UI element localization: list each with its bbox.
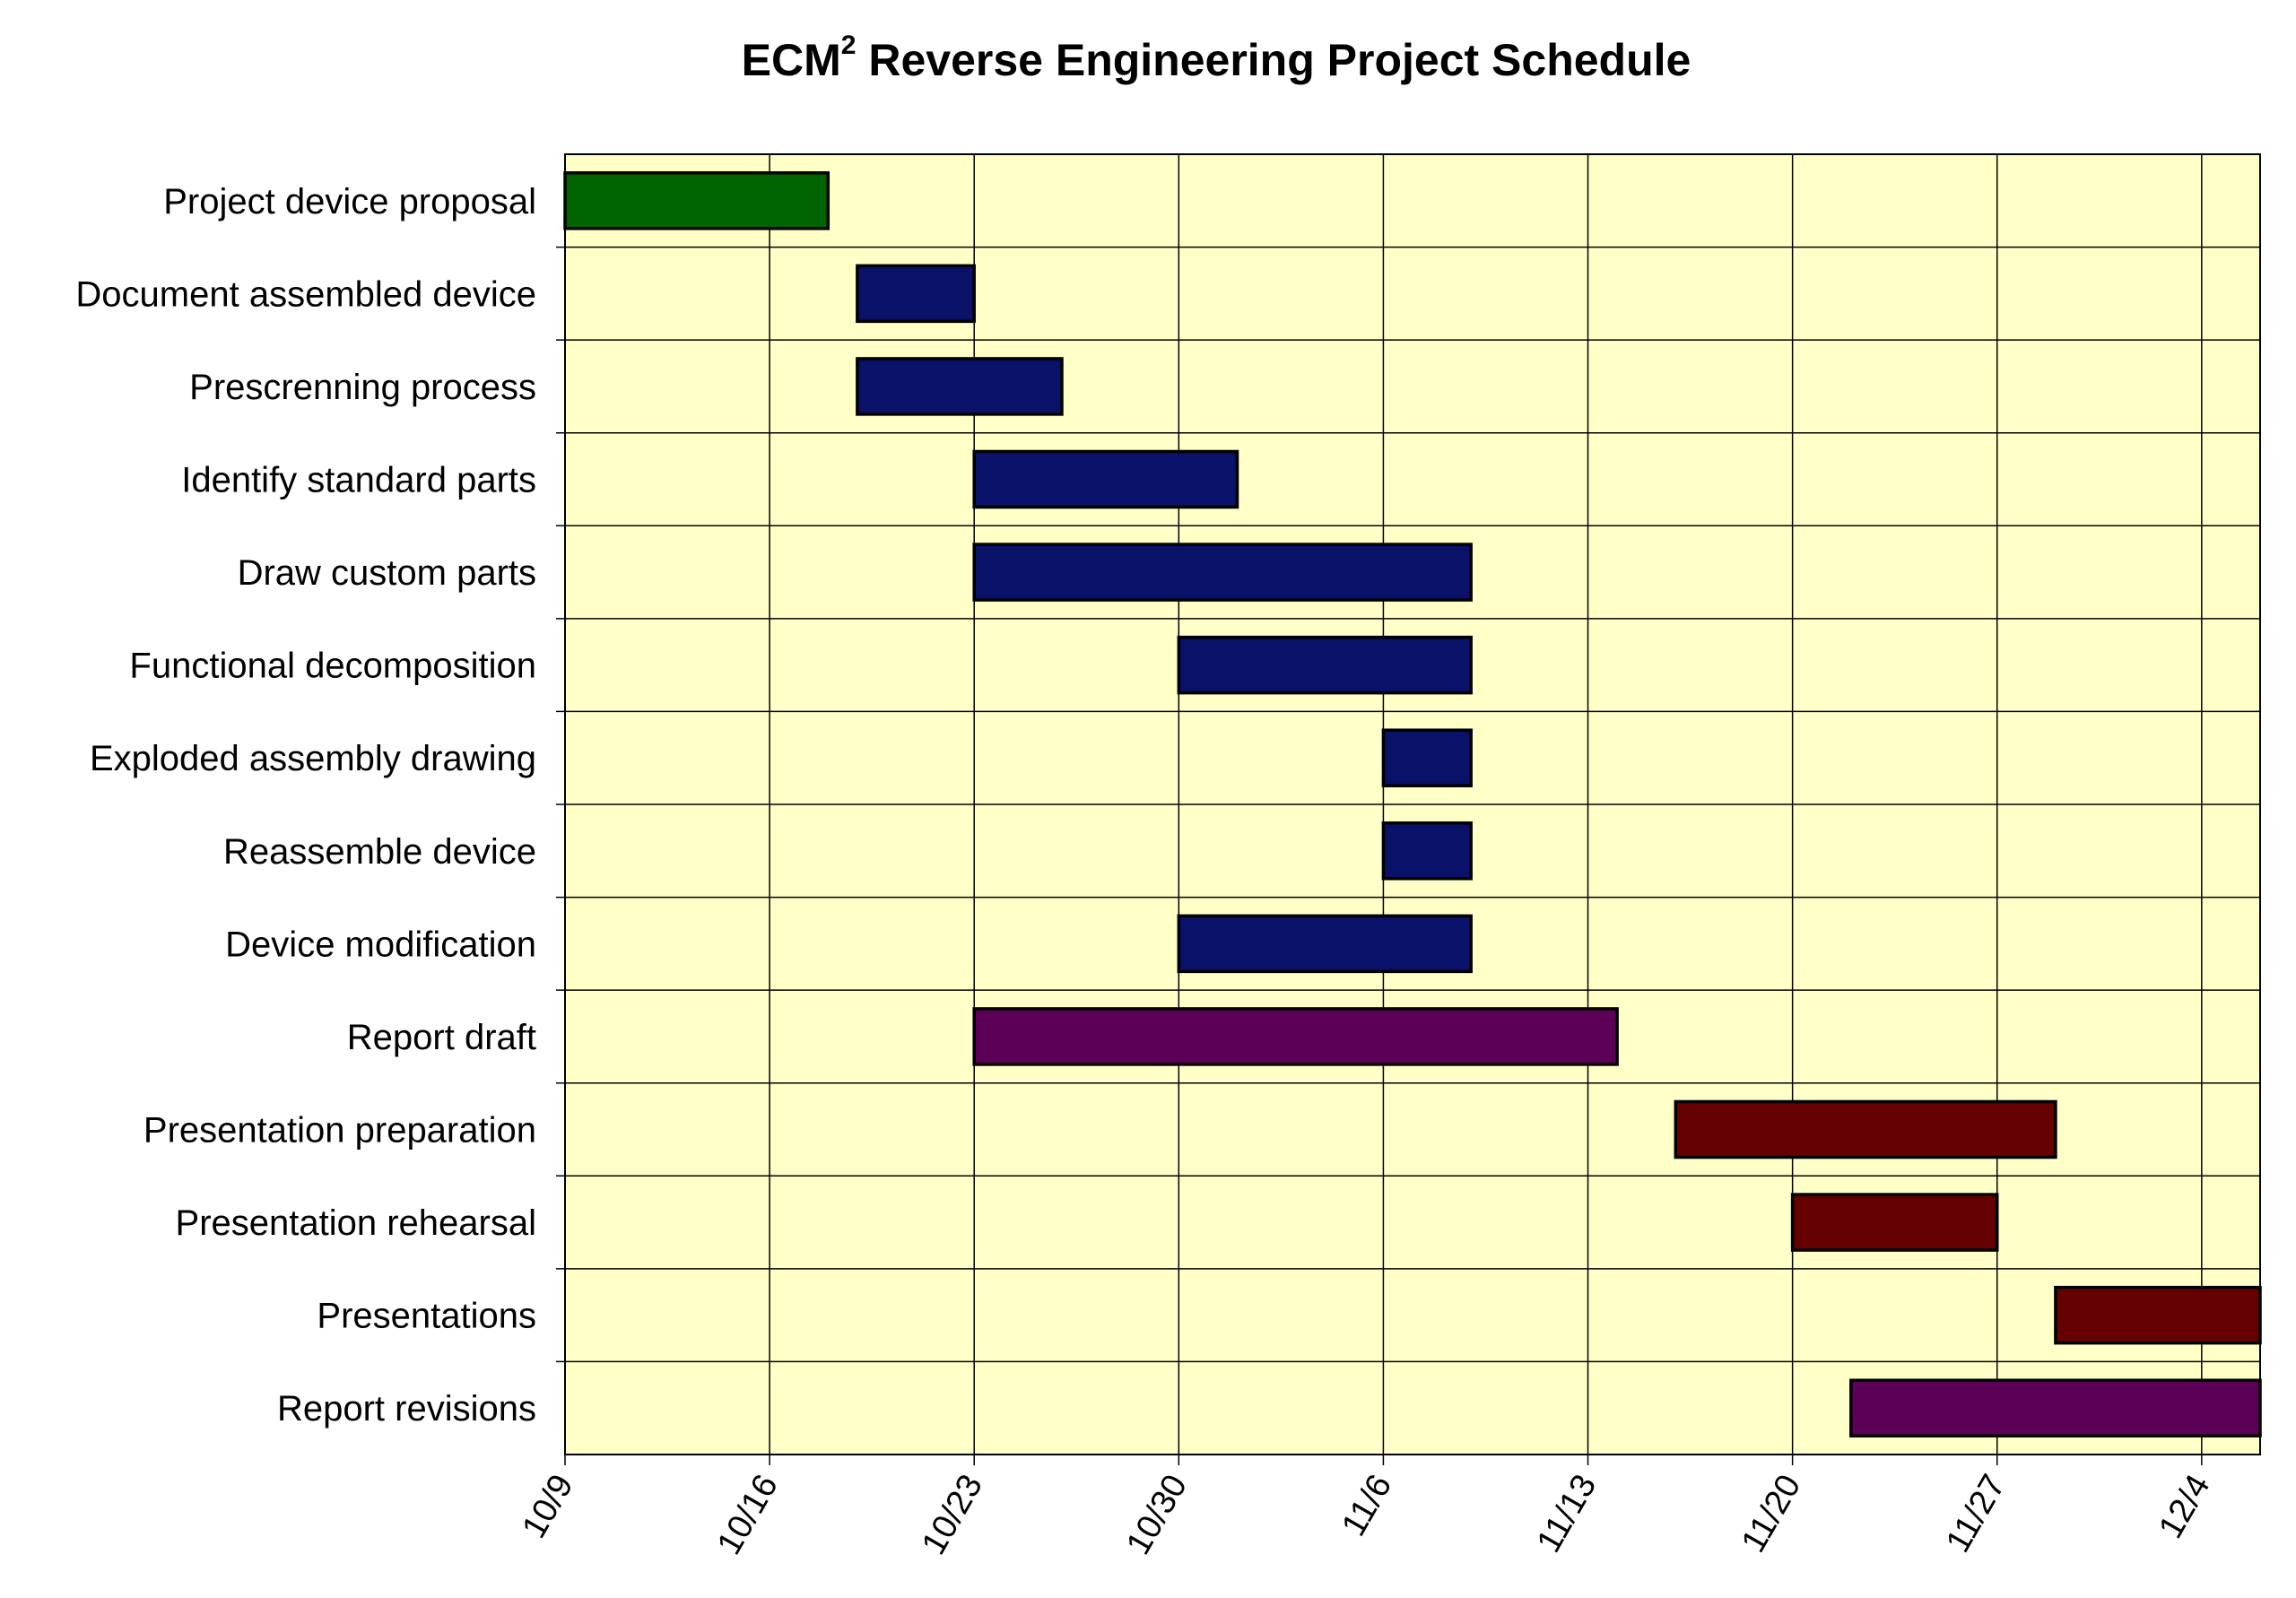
chart-title: ECM2 Reverse Engineering Project Schedul…: [0, 30, 2296, 86]
x-tick-label: 10/23: [915, 1469, 990, 1561]
task-bars: [563, 171, 2262, 1437]
task-bar: [972, 1007, 1619, 1066]
x-tick-label: 11/27: [1939, 1469, 2013, 1559]
task-bar: [1674, 1099, 2057, 1159]
x-tick-label: 10/16: [710, 1469, 786, 1561]
chart-title-superscript: 2: [840, 30, 857, 61]
task-label: Exploded assembly drawing: [90, 739, 536, 778]
task-bar: [1381, 728, 1473, 787]
task-bar: [1381, 821, 1473, 881]
task-bar: [856, 357, 1064, 416]
task-label: Prescrenning process: [189, 368, 536, 407]
task-label: Document assembled device: [75, 274, 536, 314]
x-axis-ticks: 10/9 10/16 10/23 10/30 11/6 11/13 11/20 11/27 12…: [515, 1468, 2217, 1560]
task-label: Presentations: [317, 1297, 536, 1336]
task-label: Project device proposal: [163, 182, 536, 221]
task-label: Report draft: [347, 1018, 536, 1057]
x-tick-label: 11/20: [1735, 1468, 1809, 1559]
task-bar: [1177, 635, 1473, 695]
task-label: Device modification: [225, 925, 536, 964]
task-label: Functional decomposition: [129, 647, 536, 686]
task-bar: [856, 264, 976, 324]
task-label: Identify standard parts: [181, 461, 536, 500]
x-tick-label: 10/9: [515, 1469, 580, 1545]
x-tick-label: 10/30: [1119, 1469, 1195, 1561]
task-label: Report revisions: [277, 1389, 536, 1429]
task-bar: [972, 543, 1473, 602]
task-bar: [1790, 1193, 1999, 1252]
task-bar: [972, 449, 1239, 509]
task-label: Draw custom parts: [238, 553, 536, 593]
task-label: Presentation rehearsal: [176, 1203, 536, 1243]
task-label: Presentation preparation: [144, 1111, 536, 1151]
x-tick-label: 12/4: [2152, 1469, 2217, 1545]
task-bar: [563, 171, 831, 230]
chart-title-rest: Reverse Engineering Project Schedule: [856, 35, 1692, 85]
x-tick-label: 11/6: [1335, 1469, 1399, 1543]
chart-title-main: ECM: [741, 35, 841, 85]
task-label: Reassemble device: [223, 832, 536, 872]
task-bar: [1177, 914, 1473, 974]
task-bar: [1849, 1378, 2262, 1437]
x-tick-label: 11/13: [1530, 1469, 1605, 1559]
task-bar: [2054, 1285, 2262, 1345]
plot-frame: [564, 153, 2261, 1455]
task-labels: Project device proposal Document assemble…: [75, 182, 536, 1429]
